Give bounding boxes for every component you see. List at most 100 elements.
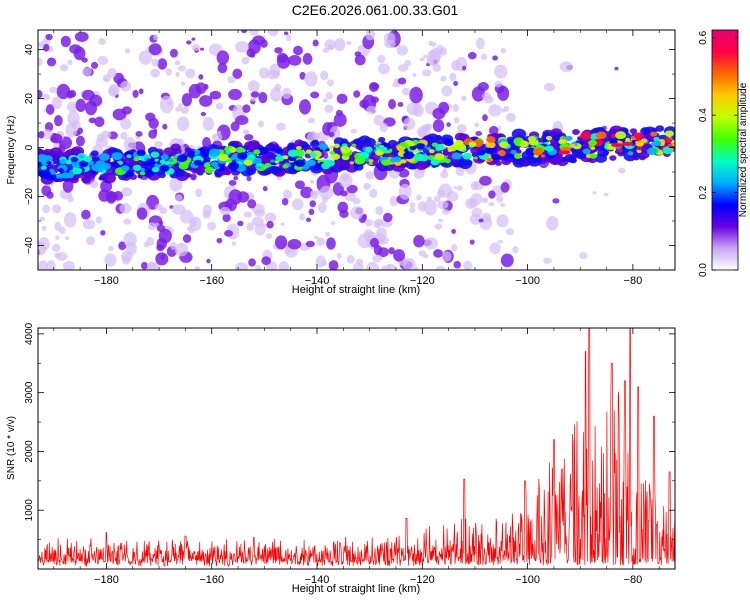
spectrogram-noise-cell xyxy=(300,186,313,199)
spectrogram-noise-cell xyxy=(132,89,139,98)
spectrogram-noise-cell xyxy=(158,220,164,226)
spectrogram-signal-cell xyxy=(514,149,522,155)
snr-series-line xyxy=(38,328,675,568)
spectrogram-signal-cell xyxy=(365,146,373,153)
spectrogram-noise-cell xyxy=(451,228,456,234)
spectrogram-noise-cell xyxy=(246,48,256,58)
spectrogram-noise-cell xyxy=(475,130,483,137)
spectrogram-noise-cell xyxy=(496,214,509,228)
spectrogram-noise-cell xyxy=(413,234,425,248)
spectrogram-noise-cell xyxy=(228,179,237,186)
spectrogram-signal-cell xyxy=(90,171,96,175)
spectrogram-signal-cell xyxy=(545,135,553,141)
spectrogram-noise-cell xyxy=(288,54,302,66)
spectrogram-x-label: Height of straight line (km) xyxy=(292,284,420,296)
snr-frame xyxy=(37,327,676,570)
x-tick-label: −180 xyxy=(94,574,119,586)
spectrogram-signal-cell xyxy=(59,159,67,165)
spectrogram-noise-cell xyxy=(148,117,159,129)
spectrogram-noise-cell xyxy=(475,37,485,50)
spectrogram-noise-cell xyxy=(74,31,89,42)
spectrogram-noise-cell xyxy=(370,82,380,90)
spectrogram-noise-cell xyxy=(463,260,473,270)
spectrogram-signal-cell xyxy=(226,158,233,163)
spectrogram-noise-cell xyxy=(174,106,182,112)
spectrogram-noise-cell xyxy=(38,241,47,256)
spectrogram-signal-cell xyxy=(462,152,472,160)
spectrogram-noise-cell xyxy=(178,103,183,108)
spectrogram-noise-cell xyxy=(428,40,433,46)
spectrogram-signal-cell xyxy=(70,156,78,163)
spectrogram-signal-cell xyxy=(510,149,517,155)
spectrogram-noise-cell xyxy=(373,114,385,126)
spectrogram-signal-cell xyxy=(71,160,82,168)
spectrogram-noise-cell xyxy=(477,82,489,92)
spectrogram-signal-cell xyxy=(355,157,366,165)
spectrogram-signal-cell xyxy=(145,158,155,165)
spectrogram-noise-cell xyxy=(88,117,97,124)
spectrogram-noise-cell xyxy=(310,190,318,197)
spectrogram-signal-cell xyxy=(228,161,240,170)
spectrogram-noise-cell xyxy=(63,211,77,228)
spectrogram-noise-cell xyxy=(42,43,50,52)
spectrogram-noise-cell xyxy=(250,91,260,98)
spectrogram-signal-cell xyxy=(235,146,245,153)
spectrogram-noise-cell xyxy=(209,90,222,100)
spectrogram-noise-cell xyxy=(281,87,292,99)
spectrogram-signal-cell xyxy=(321,162,331,170)
spectrogram-signal-cell xyxy=(270,166,280,174)
spectrogram-noise-cell xyxy=(219,206,231,216)
spectrogram-noise-cell xyxy=(230,121,240,132)
y-tick-label: −20 xyxy=(24,188,35,205)
spectrogram-x-axis: −180 −160 −140 −120 −100 −80 xyxy=(53,30,660,287)
spectrogram-noise-cell xyxy=(135,131,143,137)
spectrogram-signal-cell xyxy=(229,147,237,153)
spectrogram-noise-cell xyxy=(461,95,467,102)
spectrogram-noise-cell xyxy=(182,234,192,243)
spectrogram-signal-cell xyxy=(133,156,140,162)
spectrogram-noise-cell xyxy=(174,242,189,257)
spectrogram-signal-cell xyxy=(57,151,65,158)
spectrogram-noise-cell xyxy=(266,220,274,229)
spectrogram-noise-cell xyxy=(174,194,183,202)
spectrogram-signal-cell xyxy=(569,143,576,148)
x-tick-label: −80 xyxy=(624,574,643,586)
spectrogram-signal-cell xyxy=(625,137,631,142)
spectrogram-signal-cell xyxy=(403,151,415,160)
spectrogram-signal-cell xyxy=(616,148,623,153)
spectrogram-noise-cell xyxy=(81,209,91,220)
spectrogram-signal-cell xyxy=(65,150,71,155)
spectrogram-noise-cell xyxy=(241,30,248,34)
spectrogram-noise-cell xyxy=(148,129,157,139)
spectrogram-noise-cell xyxy=(462,65,467,71)
spectrogram-signal-cell xyxy=(525,147,536,155)
spectrogram-noise-cell xyxy=(258,91,268,104)
y-tick-label: 1000 xyxy=(24,499,35,522)
spectrogram-noise-cell xyxy=(38,90,43,99)
spectrogram-signal-cell xyxy=(409,142,415,147)
spectrogram-signal-cell xyxy=(46,160,52,165)
spectrogram-signal-cell xyxy=(636,149,642,154)
spectrogram-peak-cell xyxy=(558,150,571,155)
spectrogram-noise-cell xyxy=(440,47,447,56)
spectrogram-noise-cell xyxy=(452,104,459,113)
spectrogram-noise-cell xyxy=(262,186,268,192)
spectrogram-noise-cell xyxy=(41,129,53,140)
spectrogram-noise-cell xyxy=(424,123,433,131)
spectrogram-signal-cell xyxy=(668,131,673,135)
spectrogram-noise-cell xyxy=(382,212,393,223)
spectrogram-noise-cell xyxy=(224,230,234,237)
spectrogram-noise-cell xyxy=(414,266,419,270)
y-tick-label: −40 xyxy=(24,237,35,254)
spectrogram-noise-cell xyxy=(322,47,329,53)
spectrogram-noise-cell xyxy=(482,114,488,122)
y-tick-label: 4000 xyxy=(24,322,35,345)
spectrogram-peak-cell xyxy=(611,143,624,148)
spectrogram-noise-cell xyxy=(500,182,510,193)
spectrogram-noise-cell xyxy=(171,204,186,215)
spectrogram-noise-cell xyxy=(369,188,378,198)
spectrogram-noise-cell xyxy=(200,47,205,51)
spectrogram-noise-cell xyxy=(324,39,337,50)
spectrogram-signal-cell xyxy=(427,155,435,161)
spectrogram-signal-cell xyxy=(237,152,248,160)
